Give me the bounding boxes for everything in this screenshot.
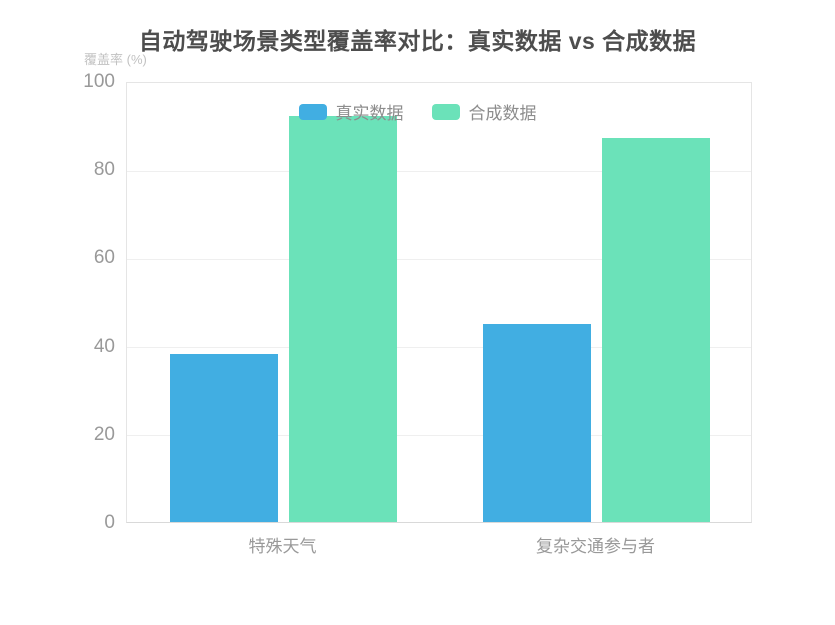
x-category-label-1: 复杂交通参与者 [536,537,655,556]
y-tick-label-100: 100 [83,71,115,92]
bar-series0-cat1[interactable] [482,323,591,522]
y-tick-label-80: 80 [93,159,115,181]
legend-label-synthetic-data: 合成数据 [468,104,537,123]
legend-label-real-data: 真实数据 [335,104,404,123]
bar-series1-cat1[interactable] [602,138,711,522]
plot-area [126,82,752,523]
gridline-y-60 [127,258,751,260]
legend-item-synthetic-data[interactable]: 合成数据 [431,99,537,124]
y-axis-name-label: 覆盖率 (%) [84,52,147,67]
y-tick-label-40: 40 [93,335,115,357]
bar-series0-cat0[interactable] [169,354,278,522]
legend-swatch-synthetic-data-icon [431,103,460,120]
gridline-y-20 [127,435,751,437]
gridline-y-40 [127,347,751,349]
y-tick-label-0: 0 [104,512,115,533]
gridline-y-80 [127,170,751,172]
bar-series1-cat0[interactable] [289,116,398,522]
chart-title: 自动驾驶场景类型覆盖率对比：真实数据 vs 合成数据 [138,28,697,54]
legend: 真实数据 合成数据 [0,99,835,124]
y-tick-label-60: 60 [93,247,115,269]
y-tick-label-20: 20 [93,423,115,445]
x-category-label-0: 特殊天气 [248,537,317,556]
legend-swatch-real-data-icon [298,103,327,120]
legend-item-real-data[interactable]: 真实数据 [298,99,404,124]
